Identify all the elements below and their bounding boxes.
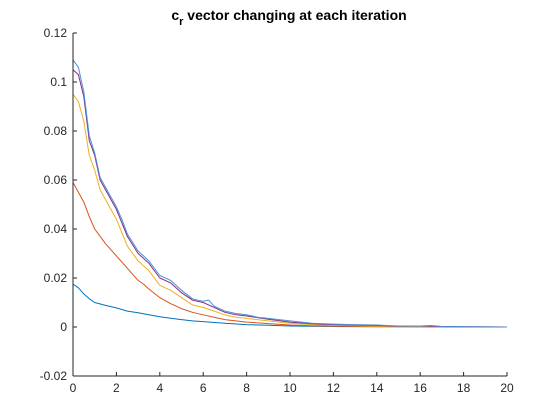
y-axis-ticks: -0.02 0 0.02 0.04 0.06 0.08 0.1 0.12 [40, 26, 77, 383]
x-tick-label: 6 [200, 381, 207, 395]
y-tick-label: 0.04 [44, 222, 68, 236]
x-tick-label: 8 [243, 381, 250, 395]
x-tick-label: 20 [500, 381, 514, 395]
series-line-4 [72, 69, 508, 328]
x-tick-label: 18 [457, 381, 471, 395]
x-tick-label: 2 [113, 381, 120, 395]
x-tick-label: 16 [414, 381, 428, 395]
plot-area: 0 2 4 6 8 10 12 14 16 18 20 -0.0200.020.040.060.08… [40, 26, 514, 395]
x-tick-label: 4 [156, 381, 163, 395]
series-line-2 [72, 182, 508, 328]
series-line-3 [72, 94, 508, 328]
chart-title-suffix: vector changing at each iteration [183, 7, 406, 23]
series-group [72, 59, 508, 328]
x-tick-label: 14 [370, 381, 384, 395]
y-tick-label: 0.08 [44, 124, 68, 138]
chart-title-prefix: c [171, 7, 179, 23]
x-tick-label: 12 [327, 381, 341, 395]
y-tick-label: 0.1 [50, 75, 67, 89]
y-tick-label: -0.02 [40, 369, 68, 383]
x-tick-label: 0 [70, 381, 77, 395]
series-line-5 [72, 59, 508, 328]
x-axis-ticks: 0 2 4 6 8 10 12 14 16 18 20 [70, 372, 514, 395]
y-tick-label: 0.12 [44, 26, 68, 40]
y-tick-label: 0 [60, 320, 67, 334]
y-tick-label: 0.02 [44, 271, 68, 285]
chart-title-subscript: r [179, 16, 184, 28]
y-tick-label: 0.06 [44, 173, 68, 187]
chart-title: cr vector changing at each iteration [171, 7, 406, 28]
x-tick-label: 10 [283, 381, 297, 395]
